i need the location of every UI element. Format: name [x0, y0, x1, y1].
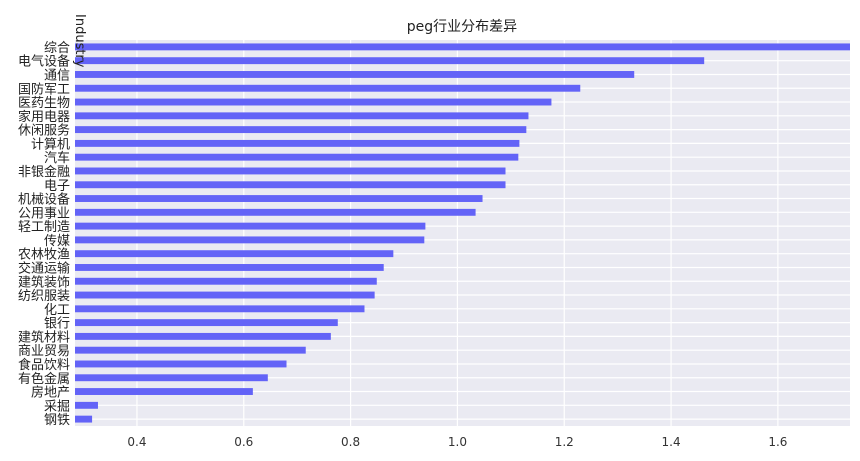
bar-食品饮料 [75, 360, 287, 368]
y-tick-label: 电气设备 [18, 54, 70, 70]
y-tick-label: 机械设备 [18, 192, 70, 208]
bar-通信 [75, 71, 635, 78]
bar-休闲服务 [75, 126, 527, 134]
y-tick-label: 综合 [44, 41, 70, 56]
bar-医药生物 [75, 98, 552, 106]
y-axis-label: Industry [72, 14, 87, 68]
bar-交通运输 [75, 264, 384, 271]
y-tick-label: 非银金融 [18, 164, 70, 180]
bar-电气设备 [75, 57, 705, 65]
bar-有色金属 [75, 374, 268, 382]
bar-商业贸易 [75, 346, 306, 354]
y-tick-label: 汽车 [44, 150, 70, 166]
y-tick-label: 化工 [44, 303, 70, 318]
bar-公用事业 [75, 208, 476, 216]
x-tick-label: 1.2 [555, 435, 574, 449]
y-tick-label: 农林牧渔 [18, 248, 70, 263]
y-tick-label: 房地产 [31, 385, 70, 401]
bar-机械设备 [75, 195, 483, 202]
bar-电子 [75, 181, 506, 189]
y-tick-label: 传媒 [44, 234, 70, 249]
bar-建筑材料 [75, 332, 331, 340]
y-tick-label: 医药生物 [18, 96, 70, 111]
y-tick-label: 家用电器 [18, 109, 70, 125]
x-tick-label: 1.6 [768, 435, 787, 449]
y-tick-label: 有色金属 [18, 371, 70, 387]
y-tick-label: 采掘 [44, 399, 70, 414]
bar-采掘 [75, 401, 98, 409]
bar-建筑装饰 [75, 277, 377, 285]
y-tick-label: 电子 [44, 179, 70, 194]
bar-银行 [75, 319, 338, 327]
y-tick-label: 国防军工 [18, 81, 70, 97]
y-tick-label: 交通运输 [18, 260, 70, 276]
bar-计算机 [75, 139, 520, 147]
y-tick-label: 公用事业 [18, 206, 70, 221]
y-tick-label: 纺织服装 [18, 289, 70, 304]
y-tick-label: 轻工制造 [18, 220, 70, 235]
y-tick-label: 通信 [44, 68, 70, 83]
y-tick-label: 休闲服务 [18, 123, 70, 139]
y-tick-label: 钢铁 [44, 413, 70, 428]
x-tick-label: 1.4 [662, 435, 681, 449]
chart-title: peg行业分布差异 [407, 19, 517, 35]
x-tick-label: 0.6 [234, 435, 253, 449]
bar-纺织服装 [75, 291, 375, 299]
bar-轻工制造 [75, 222, 426, 230]
bar-国防军工 [75, 84, 581, 92]
plot-area [75, 40, 850, 426]
bar-钢铁 [75, 415, 93, 423]
y-tick-label: 商业贸易 [18, 344, 70, 359]
x-tick-label: 0.4 [127, 435, 146, 449]
y-tick-label: 计算机 [31, 137, 70, 152]
y-tick-label: 食品饮料 [18, 357, 70, 373]
bar-化工 [75, 305, 365, 313]
bar-汽车 [75, 153, 519, 161]
y-tick-label: 银行 [44, 317, 70, 332]
bar-家用电器 [75, 112, 529, 120]
bar-传媒 [75, 236, 425, 244]
y-tick-label: 建筑装饰 [18, 274, 70, 290]
x-tick-label: 0.8 [341, 435, 360, 449]
bar-房地产 [75, 388, 253, 395]
x-tick-label: 1.0 [448, 435, 467, 449]
bar-非银金融 [75, 167, 506, 175]
bar-农林牧渔 [75, 250, 394, 258]
bar-综合 [75, 43, 850, 51]
y-tick-label: 建筑材料 [18, 329, 70, 345]
